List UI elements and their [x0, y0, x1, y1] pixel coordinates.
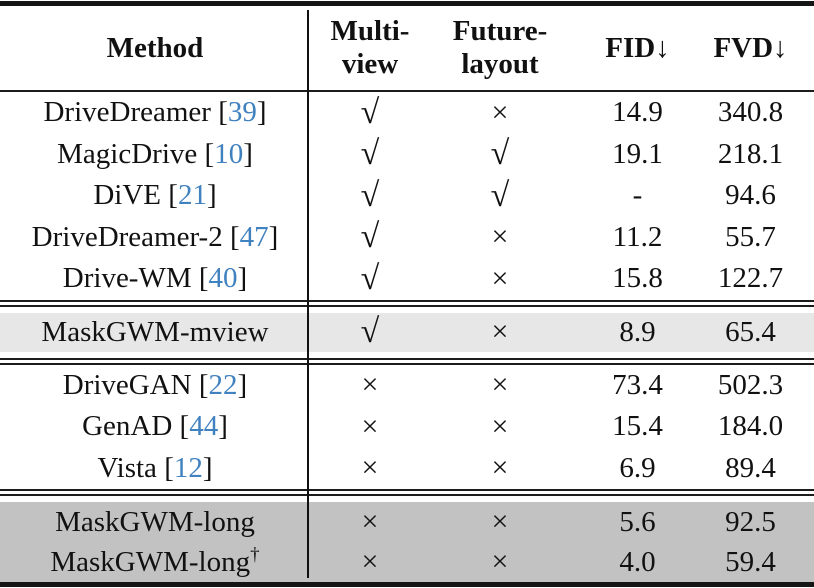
- table-row: GenAD [44] × × 15.4 184.0: [0, 406, 814, 448]
- futurelayout-cross-icon: ×: [491, 545, 509, 578]
- table-row: Vista [12] × × 6.9 89.4: [0, 448, 814, 490]
- futurelayout-check-icon: √: [490, 135, 510, 173]
- multiview-check-icon: √: [360, 176, 380, 214]
- futurelayout-cross-icon: ×: [491, 368, 509, 402]
- header-multi-view: Multi- view: [330, 15, 410, 80]
- citation-link[interactable]: 44: [189, 410, 219, 443]
- multiview-check-icon: √: [360, 135, 380, 173]
- method-name: MaskGWM-mview: [41, 315, 269, 348]
- futurelayout-cross-icon: ×: [491, 95, 509, 129]
- fvd-value: 65.4: [725, 315, 776, 348]
- section-maskgwm-long-highlight: MaskGWM-long × × 5.6 92.5 MaskGWM-long† …: [0, 502, 814, 582]
- fvd-value: 59.4: [725, 545, 776, 578]
- table-bottom-rule: [0, 582, 814, 587]
- citation-link[interactable]: 39: [227, 96, 257, 129]
- fvd-value: 94.6: [725, 179, 776, 212]
- fvd-value: 340.8: [717, 96, 784, 129]
- section-frontview-methods: DriveGAN [22] × × 73.4 502.3 GenAD [44] …: [0, 365, 814, 490]
- method-name: Vista [12]: [97, 451, 213, 484]
- fid-value: 11.2: [612, 220, 663, 253]
- section-separator-rule: [0, 489, 814, 496]
- header-fvd: FVD↓: [713, 31, 788, 64]
- table-row: DriveGAN [22] × × 73.4 502.3: [0, 365, 814, 407]
- multiview-cross-icon: ×: [361, 505, 379, 538]
- fid-value: 15.8: [612, 262, 663, 295]
- multiview-cross-icon: ×: [361, 545, 379, 578]
- fid-value: 15.4: [612, 410, 663, 443]
- section-multiview-methods: DriveDreamer [39] √ × 14.9 340.8 MagicDr…: [0, 92, 814, 300]
- multiview-check-icon: √: [360, 259, 380, 297]
- citation-link[interactable]: 22: [208, 368, 238, 401]
- table-row: DriveDreamer-2 [47] √ × 11.2 55.7: [0, 217, 814, 259]
- down-arrow-icon: ↓: [655, 31, 670, 64]
- fid-value: 8.9: [619, 315, 656, 348]
- multiview-cross-icon: ×: [361, 409, 379, 443]
- table-row: DiVE [21] √ √ - 94.6: [0, 175, 814, 217]
- section-separator-rule: [0, 299, 814, 307]
- fid-value: 73.4: [612, 368, 663, 401]
- multiview-check-icon: √: [360, 313, 380, 350]
- multiview-check-icon: √: [360, 218, 380, 256]
- futurelayout-cross-icon: ×: [491, 261, 509, 295]
- table-top-rule: [0, 1, 814, 6]
- fvd-value: 502.3: [717, 368, 784, 401]
- fvd-value: 122.7: [717, 262, 784, 295]
- header-fid: FID↓: [605, 31, 670, 64]
- method-column-divider: [307, 10, 309, 578]
- header-separator-rule: [0, 90, 814, 92]
- futurelayout-check-icon: √: [490, 176, 510, 214]
- multiview-cross-icon: ×: [361, 368, 379, 402]
- fvd-value: 92.5: [725, 505, 776, 538]
- table-row: MaskGWM-long† × × 4.0 59.4: [0, 542, 814, 582]
- citation-link[interactable]: 12: [173, 451, 203, 484]
- method-name: MaskGWM-long†: [50, 543, 260, 578]
- table-row: MagicDrive [10] √ √ 19.1 218.1: [0, 134, 814, 176]
- futurelayout-cross-icon: ×: [491, 451, 509, 485]
- futurelayout-cross-icon: ×: [491, 220, 509, 254]
- table-row: MaskGWM-long × × 5.6 92.5: [0, 502, 814, 542]
- method-name: DriveDreamer-2 [47]: [31, 220, 279, 253]
- fid-value: 5.6: [619, 505, 656, 538]
- citation-link[interactable]: 10: [214, 137, 244, 170]
- fvd-value: 184.0: [717, 410, 784, 443]
- down-arrow-icon: ↓: [773, 31, 788, 64]
- fid-value: 6.9: [619, 451, 656, 484]
- fid-value: 4.0: [619, 545, 656, 578]
- method-name: DiVE [21]: [93, 179, 217, 212]
- method-name: Drive-WM [40]: [62, 262, 248, 295]
- multiview-cross-icon: ×: [361, 451, 379, 485]
- dagger-superscript: †: [250, 543, 260, 565]
- fid-value: -: [632, 179, 643, 212]
- fvd-value: 55.7: [725, 220, 776, 253]
- futurelayout-cross-icon: ×: [491, 409, 509, 443]
- table-row: Drive-WM [40] √ × 15.8 122.7: [0, 258, 814, 300]
- header-future-layout: Future- layout: [452, 15, 548, 80]
- table-row: MaskGWM-mview √ × 8.9 65.4: [0, 313, 814, 352]
- method-name: MaskGWM-long: [55, 505, 255, 538]
- futurelayout-cross-icon: ×: [491, 505, 509, 538]
- fid-value: 19.1: [612, 137, 663, 170]
- fid-value: 14.9: [612, 96, 663, 129]
- citation-link[interactable]: 47: [239, 220, 269, 253]
- section-maskgwm-mview-highlight: MaskGWM-mview √ × 8.9 65.4: [0, 312, 814, 352]
- table-row: DriveDreamer [39] √ × 14.9 340.8: [0, 92, 814, 134]
- header-method: Method: [106, 31, 204, 64]
- method-name: DriveDreamer [39]: [43, 96, 267, 129]
- multiview-check-icon: √: [360, 93, 380, 131]
- method-name: DriveGAN [22]: [62, 368, 248, 401]
- citation-link[interactable]: 21: [177, 179, 207, 212]
- section-separator-rule: [0, 357, 814, 365]
- fvd-value: 218.1: [717, 137, 784, 170]
- fvd-value: 89.4: [725, 451, 776, 484]
- table-header-row: Method Multi- view Future- layout FID↓ F…: [0, 6, 814, 90]
- futurelayout-cross-icon: ×: [491, 315, 509, 348]
- method-name: GenAD [44]: [82, 410, 228, 443]
- method-name: MagicDrive [10]: [57, 137, 253, 170]
- citation-link[interactable]: 40: [208, 262, 238, 295]
